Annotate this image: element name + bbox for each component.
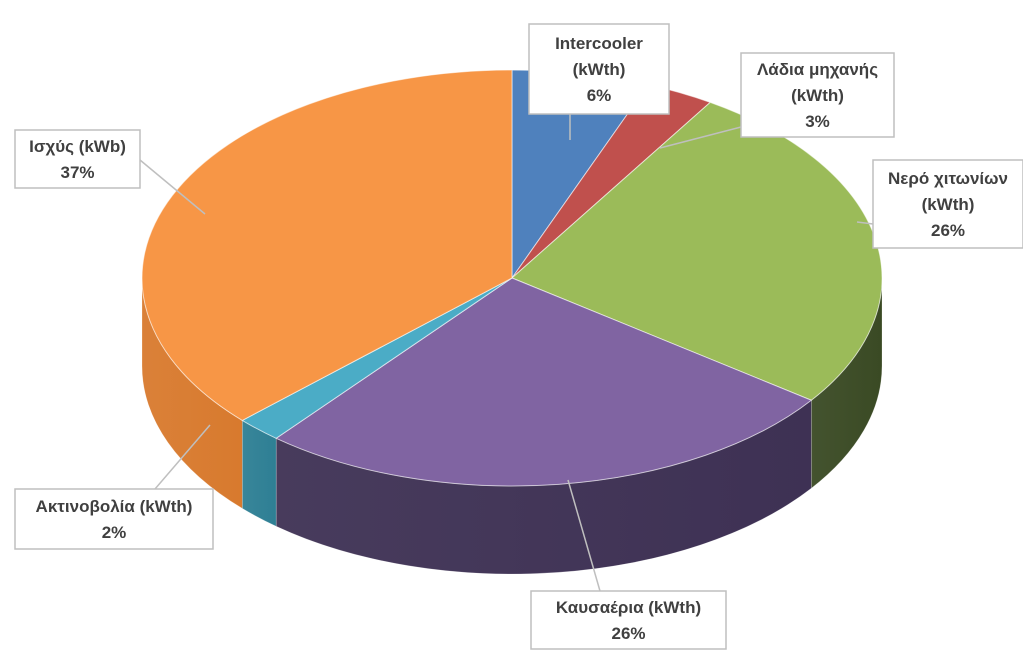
leader-line bbox=[567, 479, 601, 592]
pie-labels: Intercooler (kWth) 6% Λάδια μηχανής (kWth) 3%… bbox=[14, 23, 1023, 650]
leader-line bbox=[139, 159, 206, 215]
label-box bbox=[528, 23, 670, 115]
label-box bbox=[872, 159, 1023, 249]
label-name: Ισχύς (kWb) bbox=[29, 137, 126, 156]
label-percent: 3% bbox=[805, 112, 830, 131]
data-label-νερό-χιτωνίων: Νερό χιτωνίων (kWth) 26% bbox=[856, 159, 1023, 249]
label-name: Ακτινοβολία (kWth) bbox=[36, 497, 193, 516]
leader-line bbox=[856, 221, 874, 225]
leader-line bbox=[659, 126, 742, 149]
pie-tops bbox=[141, 69, 883, 487]
label-percent: 6% bbox=[587, 86, 612, 105]
label-name: Νερό χιτωνίων bbox=[888, 169, 1008, 188]
label-box bbox=[14, 488, 214, 550]
label-name: (kWth) bbox=[573, 60, 626, 79]
data-label-ακτινοβολία-kwth: Ακτινοβολία (kWth) 2% bbox=[14, 424, 214, 550]
label-box bbox=[740, 52, 895, 138]
label-name: (kWth) bbox=[922, 195, 975, 214]
label-percent: 37% bbox=[60, 163, 94, 182]
label-name: Λάδια μηχανής bbox=[757, 60, 878, 79]
label-box bbox=[14, 129, 141, 189]
slice-ισχύς-kwb bbox=[141, 69, 513, 421]
label-name: (kWth) bbox=[791, 86, 844, 105]
label-percent: 26% bbox=[611, 624, 645, 643]
data-label-intercooler: Intercooler (kWth) 6% bbox=[528, 23, 670, 140]
slice-καυσαέρια-kwth bbox=[275, 277, 813, 487]
label-percent: 26% bbox=[931, 221, 965, 240]
label-name: Intercooler bbox=[555, 34, 643, 53]
label-name: Καυσαέρια (kWth) bbox=[556, 598, 701, 617]
data-label-λάδια-μηχανής: Λάδια μηχανής (kWth) 3% bbox=[659, 52, 895, 149]
pie-sides bbox=[141, 277, 883, 575]
data-label-καυσαέρια-kwth: Καυσαέρια (kWth) 26% bbox=[530, 479, 727, 650]
data-label-ισχύς-kwb: Ισχύς (kWb) 37% bbox=[14, 129, 206, 215]
leader-line bbox=[154, 424, 211, 490]
label-percent: 2% bbox=[102, 523, 127, 542]
label-box bbox=[530, 590, 727, 650]
